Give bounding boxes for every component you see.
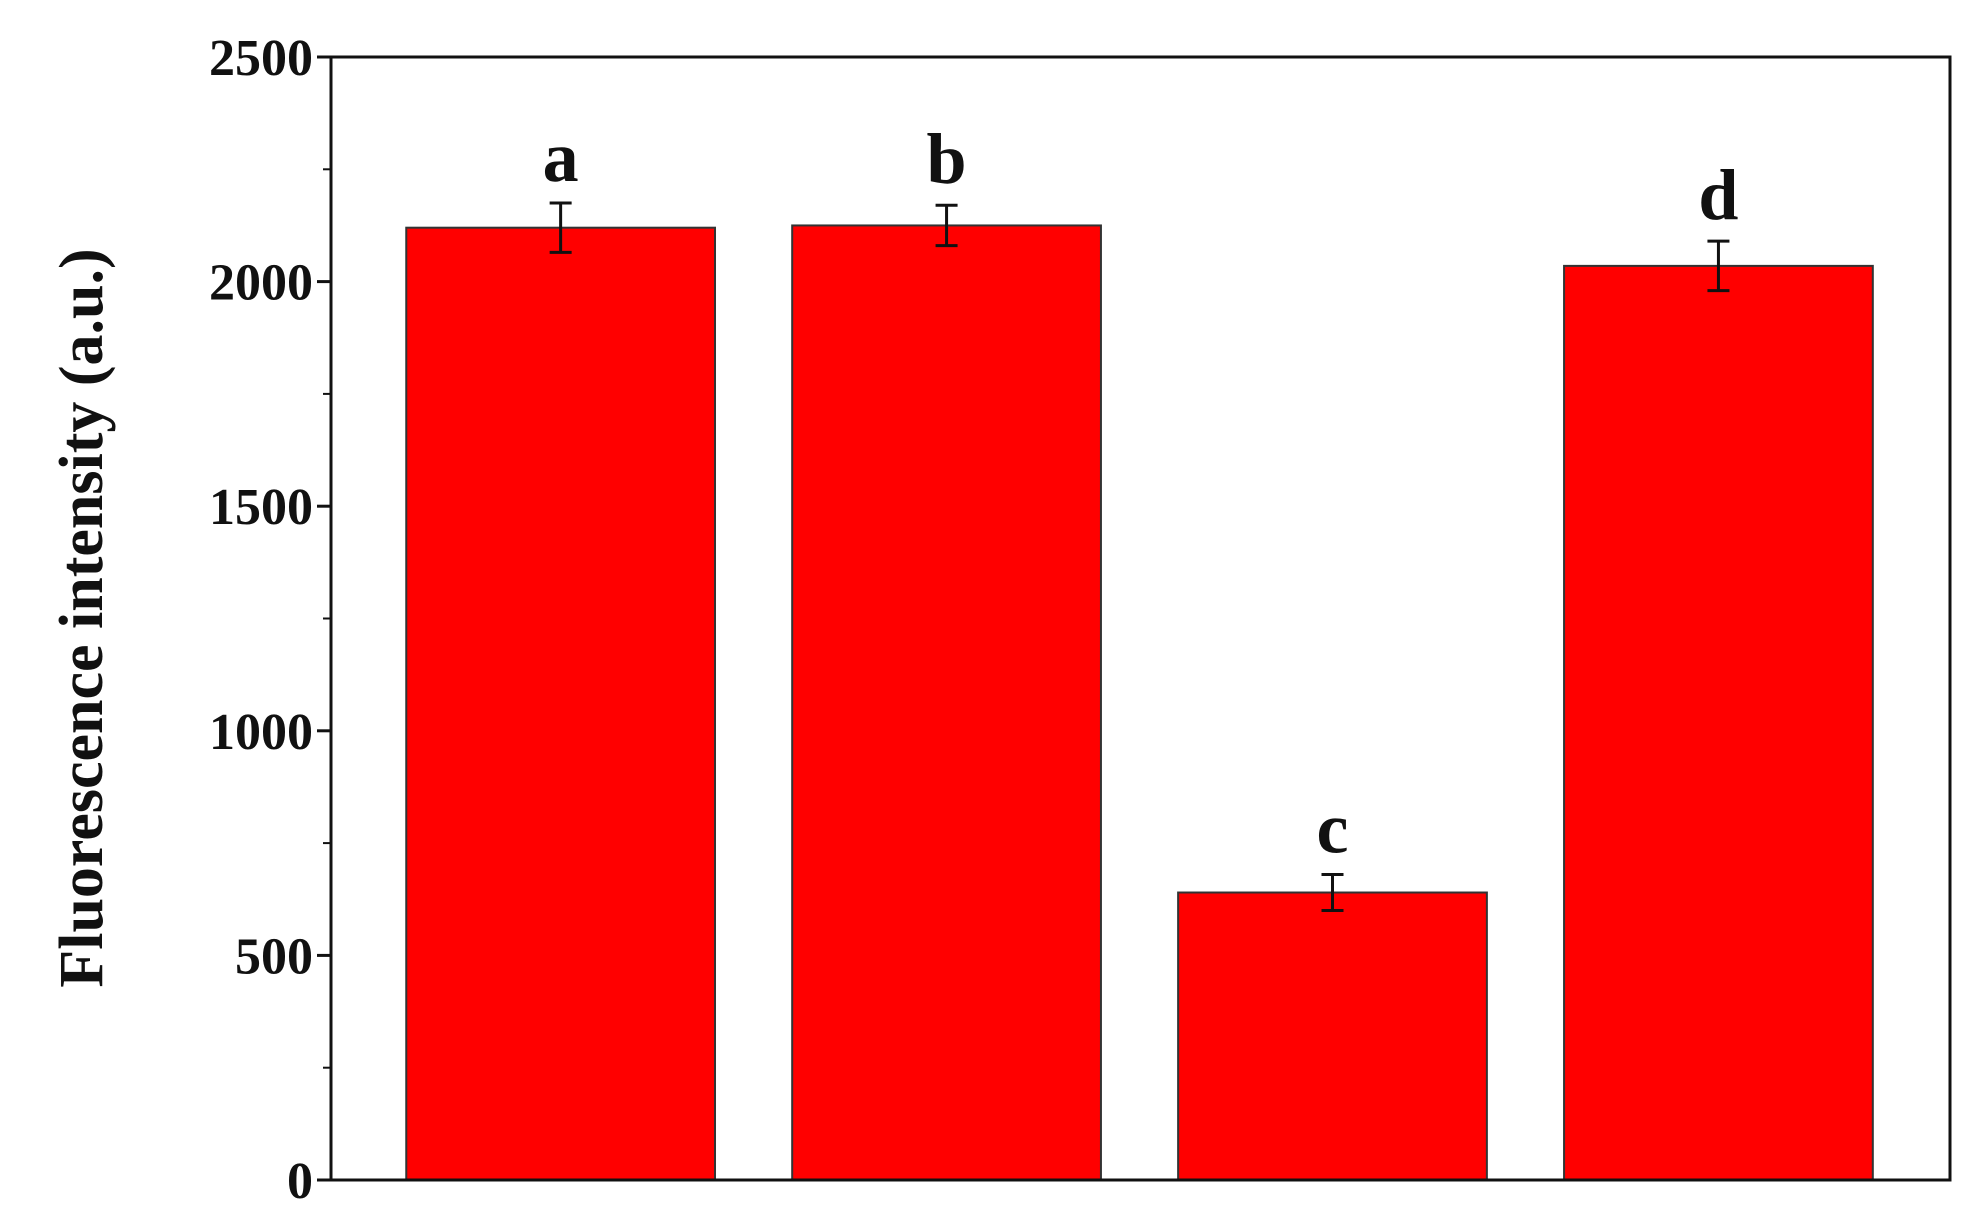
bar-label: a — [543, 117, 579, 197]
y-axis-label: Fluorescence intensity (a.u.) — [48, 248, 116, 987]
bar-label: b — [927, 119, 967, 199]
bar — [791, 224, 1102, 1181]
y-tick-label: 2500 — [209, 30, 313, 87]
error-bar — [1321, 873, 1344, 912]
error-bar — [935, 203, 958, 248]
bar-label: c — [1317, 789, 1349, 869]
y-tick-label: 0 — [287, 1153, 313, 1210]
y-tick-label: 500 — [235, 928, 313, 985]
error-bar — [549, 201, 572, 254]
error-bar — [1707, 239, 1730, 293]
y-tick-label: 2000 — [209, 255, 313, 312]
y-tick-label: 1500 — [209, 479, 313, 536]
bar-label: d — [1698, 155, 1738, 235]
plot-frame — [329, 55, 1952, 1182]
y-tick-label: 1000 — [209, 704, 313, 761]
bar — [1177, 891, 1488, 1182]
bar — [405, 226, 717, 1182]
bar — [1563, 264, 1874, 1181]
